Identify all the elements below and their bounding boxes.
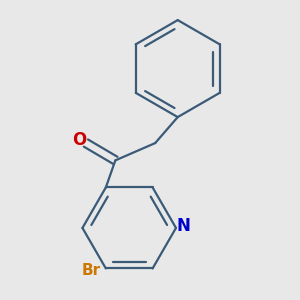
Text: N: N	[177, 217, 190, 235]
Text: O: O	[73, 131, 87, 149]
Text: Br: Br	[82, 263, 101, 278]
